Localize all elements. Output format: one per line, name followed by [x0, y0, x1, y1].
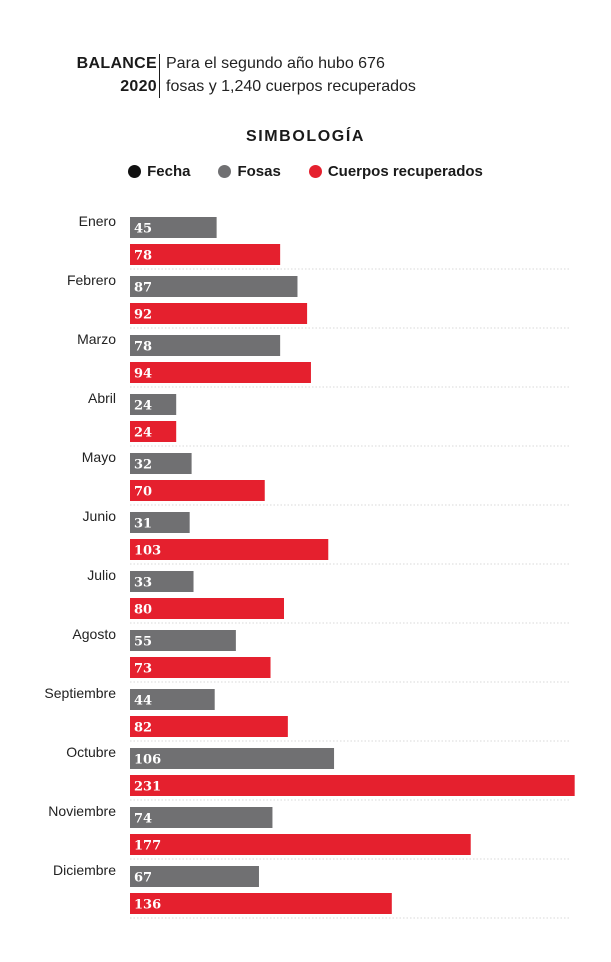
legend-title: SIMBOLOGÍA [245, 128, 366, 145]
header-tag-line1: BALANCE [76, 55, 157, 72]
bar-label-fosas-mayo: 32 [134, 458, 152, 473]
bar-cuerpos-diciembre [130, 893, 392, 914]
bar-fosas-septiembre [130, 689, 215, 710]
header-tag: BALANCE 2020 [77, 52, 157, 98]
bar-cuerpos-noviembre [130, 834, 471, 855]
bar-fosas-agosto [130, 630, 236, 651]
bar-label-fosas-octubre: 106 [134, 753, 161, 768]
bar-label-cuerpos-marzo: 94 [134, 367, 152, 382]
bar-label-cuerpos-abril: 24 [134, 426, 152, 441]
bar-label-fosas-febrero: 87 [134, 281, 152, 296]
bar-label-cuerpos-julio: 80 [134, 603, 152, 618]
bar-fosas-diciembre [130, 866, 259, 887]
legend-item-fosas: Fosas [218, 162, 281, 180]
bar-cuerpos-febrero [130, 303, 308, 324]
month-label-septiembre: Septiembre [44, 685, 116, 701]
month-label-enero: Enero [79, 213, 117, 229]
bar-label-cuerpos-enero: 78 [134, 249, 152, 264]
bar-label-fosas-julio: 33 [134, 576, 152, 591]
legend-label-cuerpos: Cuerpos recuperados [327, 162, 483, 180]
bar-label-cuerpos-octubre: 231 [134, 780, 161, 795]
bar-label-cuerpos-septiembre: 82 [134, 721, 152, 736]
month-label-octubre: Octubre [66, 744, 116, 760]
bar-label-fosas-septiembre: 44 [134, 694, 152, 709]
bar-fosas-abril [130, 394, 177, 415]
bar-cuerpos-septiembre [130, 716, 288, 737]
header-description: Para el segundo año hubo 676 fosas y 1,2… [166, 52, 416, 98]
bar-fosas-enero [130, 217, 217, 238]
legend-item-fecha: Fecha [128, 163, 190, 180]
bar-label-fosas-junio: 31 [134, 517, 152, 532]
bar-cuerpos-junio [130, 539, 329, 560]
bar-label-cuerpos-diciembre: 136 [134, 898, 161, 913]
bar-chart: Enero 45 78 Febrero 87 92 Marzo 78 94 Abril 24 24 Ma… [44, 213, 575, 919]
month-label-mayo: Mayo [82, 449, 116, 465]
legend-dot-fecha [128, 164, 142, 178]
bar-fosas-febrero [130, 276, 298, 297]
bar-fosas-julio [130, 571, 194, 592]
bar-label-fosas-abril: 24 [134, 399, 152, 414]
month-label-diciembre: Diciembre [53, 862, 116, 878]
chart-header: BALANCE 2020 Para el segundo año hubo 67… [0, 52, 611, 102]
bar-label-cuerpos-agosto: 73 [134, 662, 152, 677]
bar-fosas-octubre [130, 748, 335, 769]
bar-label-fosas-diciembre: 67 [134, 871, 152, 886]
month-label-marzo: Marzo [77, 331, 116, 347]
legend-label-fosas: Fosas [237, 162, 281, 180]
bar-cuerpos-enero [130, 244, 281, 265]
bar-fosas-marzo [130, 335, 281, 356]
month-label-agosto: Agosto [72, 626, 116, 642]
month-label-noviembre: Noviembre [48, 803, 116, 819]
bar-label-cuerpos-mayo: 70 [134, 485, 152, 500]
bar-label-fosas-agosto: 55 [134, 635, 152, 650]
legend: Fecha Fosas Cuerpos recuperados [0, 160, 611, 182]
bar-fosas-mayo [130, 453, 192, 474]
bar-label-fosas-enero: 45 [134, 222, 152, 237]
bar-label-cuerpos-febrero: 92 [134, 308, 152, 323]
legend-dot-cuerpos [308, 164, 322, 178]
bar-cuerpos-marzo [130, 362, 311, 383]
bar-label-cuerpos-junio: 103 [134, 544, 161, 559]
bar-label-fosas-marzo: 78 [134, 340, 152, 355]
header-desc-line2: fosas y 1,240 cuerpos recuperados [166, 78, 416, 95]
header-desc-line1: Para el segundo año hubo 676 [166, 55, 385, 72]
bar-cuerpos-abril [130, 421, 177, 442]
bar-cuerpos-mayo [130, 480, 265, 501]
month-label-julio: Julio [87, 567, 116, 583]
bar-cuerpos-agosto [130, 657, 271, 678]
legend-dot-fosas [218, 164, 232, 178]
legend-label-fecha: Fecha [147, 162, 191, 180]
header-divider [159, 54, 160, 98]
month-label-abril: Abril [88, 390, 116, 406]
bar-fosas-junio [130, 512, 190, 533]
legend-item-cuerpos: Cuerpos recuperados [308, 162, 483, 180]
month-label-febrero: Febrero [67, 272, 116, 288]
bar-fosas-noviembre [130, 807, 273, 828]
bar-cuerpos-julio [130, 598, 284, 619]
month-label-junio: Junio [83, 508, 117, 524]
header-tag-line2: 2020 [120, 78, 157, 95]
bar-label-fosas-noviembre: 74 [134, 812, 152, 827]
bar-label-cuerpos-noviembre: 177 [134, 839, 161, 854]
bar-cuerpos-octubre [130, 775, 575, 796]
